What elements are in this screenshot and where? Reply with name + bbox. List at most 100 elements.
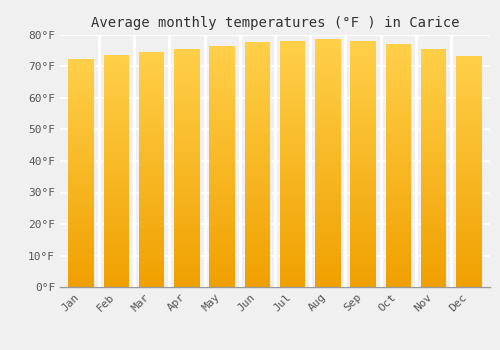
- Bar: [139, 249, 164, 252]
- Bar: [244, 192, 270, 195]
- Bar: [210, 224, 235, 227]
- Bar: [315, 126, 340, 129]
- Bar: [139, 81, 164, 84]
- Bar: [280, 78, 305, 81]
- Bar: [139, 140, 164, 143]
- Bar: [421, 96, 446, 99]
- Bar: [280, 130, 305, 133]
- Bar: [210, 61, 235, 64]
- Bar: [174, 233, 200, 236]
- Bar: [210, 263, 235, 266]
- Bar: [350, 72, 376, 75]
- Bar: [244, 198, 270, 201]
- Bar: [210, 218, 235, 220]
- Bar: [244, 57, 270, 61]
- Bar: [350, 281, 376, 284]
- Bar: [386, 175, 411, 177]
- Bar: [386, 135, 411, 138]
- Bar: [210, 157, 235, 160]
- Bar: [210, 46, 235, 49]
- Bar: [210, 196, 235, 200]
- Bar: [210, 121, 235, 124]
- Bar: [139, 193, 164, 196]
- Bar: [174, 263, 200, 266]
- Bar: [350, 118, 376, 121]
- Bar: [315, 86, 340, 89]
- Bar: [421, 216, 446, 218]
- Bar: [280, 155, 305, 158]
- Bar: [139, 214, 164, 216]
- Bar: [68, 273, 94, 275]
- Bar: [350, 204, 376, 207]
- Bar: [350, 275, 376, 278]
- Bar: [68, 62, 94, 65]
- Bar: [139, 128, 164, 131]
- Bar: [315, 135, 340, 139]
- Bar: [280, 99, 305, 103]
- Bar: [174, 49, 200, 51]
- Bar: [315, 141, 340, 145]
- Bar: [104, 200, 129, 203]
- Bar: [244, 278, 270, 281]
- Bar: [386, 123, 411, 126]
- Bar: [244, 48, 270, 51]
- Bar: [139, 169, 164, 172]
- Bar: [68, 71, 94, 74]
- Bar: [386, 168, 411, 172]
- Bar: [280, 256, 305, 259]
- Bar: [386, 159, 411, 162]
- Bar: [421, 263, 446, 266]
- Bar: [315, 275, 340, 278]
- Bar: [421, 218, 446, 222]
- Bar: [244, 88, 270, 91]
- Bar: [421, 275, 446, 278]
- Bar: [244, 113, 270, 116]
- Bar: [421, 171, 446, 174]
- Bar: [350, 238, 376, 241]
- Bar: [350, 143, 376, 146]
- Bar: [174, 251, 200, 254]
- Bar: [280, 124, 305, 127]
- Bar: [244, 232, 270, 235]
- Bar: [174, 165, 200, 168]
- Bar: [210, 188, 235, 190]
- Bar: [315, 129, 340, 132]
- Bar: [315, 272, 340, 275]
- Bar: [244, 217, 270, 220]
- Bar: [139, 134, 164, 137]
- Bar: [350, 241, 376, 244]
- Bar: [350, 136, 376, 140]
- Bar: [421, 61, 446, 63]
- Bar: [421, 84, 446, 87]
- Bar: [174, 168, 200, 171]
- Bar: [280, 170, 305, 173]
- Bar: [421, 81, 446, 84]
- Bar: [280, 81, 305, 84]
- Bar: [315, 107, 340, 111]
- Bar: [421, 144, 446, 147]
- Bar: [104, 188, 129, 191]
- Bar: [104, 235, 129, 238]
- Bar: [174, 99, 200, 102]
- Bar: [68, 68, 94, 71]
- Bar: [244, 110, 270, 113]
- Bar: [139, 155, 164, 158]
- Bar: [386, 257, 411, 260]
- Bar: [386, 62, 411, 65]
- Bar: [244, 149, 270, 152]
- Bar: [315, 231, 340, 235]
- Bar: [68, 156, 94, 159]
- Bar: [421, 108, 446, 111]
- Bar: [68, 250, 94, 253]
- Bar: [244, 155, 270, 159]
- Bar: [174, 78, 200, 81]
- Bar: [104, 67, 129, 70]
- Bar: [280, 265, 305, 268]
- Bar: [421, 284, 446, 287]
- Bar: [104, 116, 129, 119]
- Bar: [68, 88, 94, 91]
- Bar: [104, 273, 129, 275]
- Bar: [244, 259, 270, 262]
- Bar: [280, 272, 305, 275]
- Bar: [386, 181, 411, 184]
